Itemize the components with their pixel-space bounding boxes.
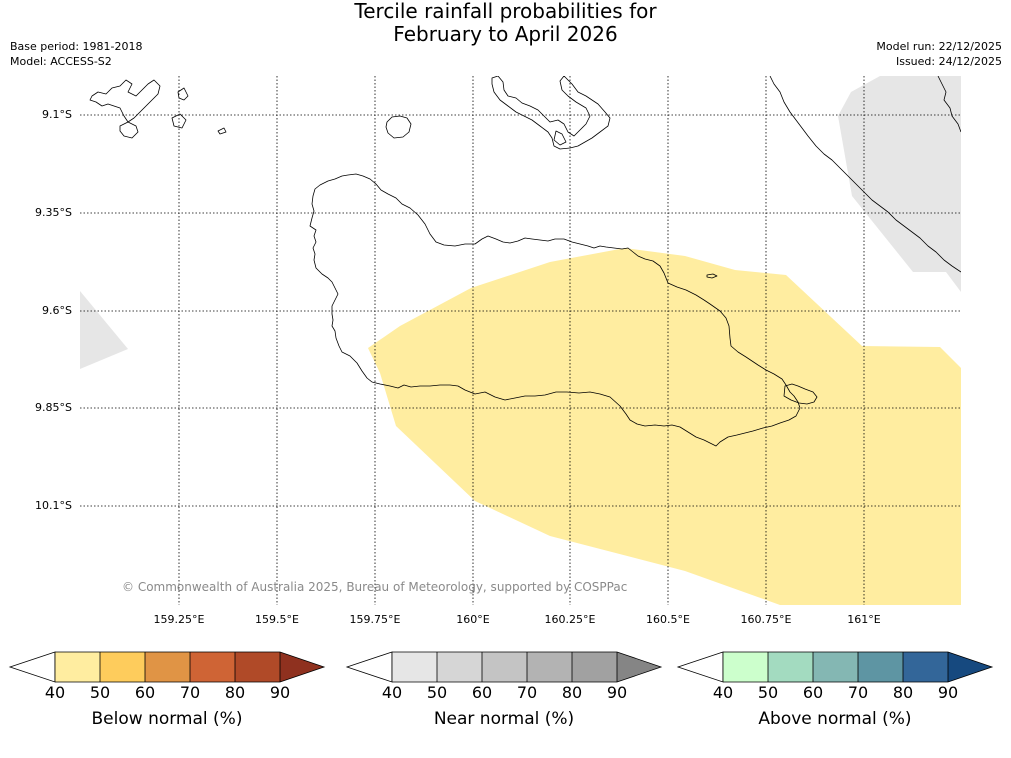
cbar-below-swatch-70-80 [190, 652, 235, 682]
cbar-above-swatch-70-80 [858, 652, 903, 682]
coastline-russell-islands [89, 79, 161, 123]
cbar-below-swatch-60-70 [145, 652, 190, 682]
islet-russell-3 [177, 87, 189, 101]
cbar-above-tick-90: 90 [937, 683, 959, 702]
lon-label-160-5: 160.5°E [646, 613, 690, 626]
cbar-near-tick-80: 80 [561, 683, 583, 702]
cbar-below-swatch-80-90 [235, 652, 280, 682]
colorbar-below-normal [8, 651, 326, 683]
cbar-below-arrow-high [280, 652, 324, 682]
cbar-above-arrow-high [948, 652, 992, 682]
coastline-malaita-north [937, 76, 961, 133]
cbar-above-tick-80: 80 [892, 683, 914, 702]
cbar-above-swatch-40-50 [723, 652, 768, 682]
issued-date: Issued: 24/12/2025 [895, 54, 1002, 68]
cbar-below-tick-40: 40 [44, 683, 66, 702]
cbar-below-tick-90: 90 [269, 683, 291, 702]
base-period: Base period: 1981-2018 [10, 40, 143, 53]
cbar-near-swatch-80-90 [572, 652, 617, 682]
map-canvas [80, 76, 961, 605]
cbar-below-tick-70: 70 [179, 683, 201, 702]
colorbar-above-normal [676, 651, 994, 683]
model-run: Model run: 22/12/2025 [876, 40, 1002, 53]
title-line-1: Tercile rainfall probabilities for [354, 0, 657, 23]
cbar-near-tick-70: 70 [516, 683, 538, 702]
lat-label-10-1: 10.1°S [35, 499, 72, 512]
title-line-2: February to April 2026 [393, 22, 618, 46]
cbar-near-arrow-high [617, 652, 661, 682]
coastline-florida-islands-inner [553, 130, 567, 146]
cbar-below-tick-50: 50 [89, 683, 111, 702]
islet-east [706, 273, 718, 279]
cbar-above-tick-70: 70 [847, 683, 869, 702]
lat-label-9-1: 9.1°S [42, 108, 72, 121]
cbar-above-tick-60: 60 [802, 683, 824, 702]
lat-label-9-85: 9.85°S [35, 401, 72, 414]
lon-label-159-75: 159.75°E [349, 613, 401, 626]
cbar-below-swatch-50-60 [100, 652, 145, 682]
cbar-above-swatch-50-60 [768, 652, 813, 682]
cbar-near-swatch-40-50 [392, 652, 437, 682]
meta-left: Base period: 1981-2018 Model: ACCESS-S2 [10, 40, 142, 69]
coastline-savo-island [385, 115, 412, 139]
cbar-near-swatch-60-70 [482, 652, 527, 682]
coastline-guadalcanal [309, 173, 801, 447]
lon-label-159-25: 159.25°E [153, 613, 205, 626]
cbar-near-tick-90: 90 [606, 683, 628, 702]
cbar-below-title: Below normal (%) [91, 709, 243, 729]
lat-label-9-35: 9.35°S [35, 206, 72, 219]
islet-russell-1 [171, 113, 187, 129]
near-normal-region-west [80, 291, 128, 369]
coastline-guadalcanal-east-islets [783, 383, 818, 405]
cbar-below-arrow-low [8, 651, 56, 683]
colorbar-near-normal [345, 651, 663, 683]
cbar-near-tick-50: 50 [426, 683, 448, 702]
cbar-below-tick-80: 80 [224, 683, 246, 702]
islet-russell-2 [217, 127, 227, 135]
lon-label-160-25: 160.25°E [544, 613, 596, 626]
copyright-notice: © Commonwealth of Australia 2025, Bureau… [122, 580, 628, 594]
graticule [80, 76, 961, 605]
cbar-above-tick-40: 40 [712, 683, 734, 702]
lon-label-160-75: 160.75°E [740, 613, 792, 626]
coastlines [89, 76, 961, 447]
coastline-florida-islands [491, 76, 611, 150]
cbar-near-tick-40: 40 [381, 683, 403, 702]
lon-label-160: 160°E [456, 613, 490, 626]
cbar-near-tick-60: 60 [471, 683, 493, 702]
cbar-near-swatch-50-60 [437, 652, 482, 682]
coastline-malaita [769, 76, 961, 273]
model-name: Model: ACCESS-S2 [10, 54, 112, 68]
cbar-above-arrow-low [676, 651, 724, 683]
near-normal-region-northeast [838, 76, 961, 292]
cbar-below-swatch-40-50 [55, 652, 100, 682]
cbar-above-tick-50: 50 [757, 683, 779, 702]
lat-label-9-6: 9.6°S [42, 304, 72, 317]
cbar-above-swatch-80-90 [903, 652, 948, 682]
cbar-above-swatch-60-70 [813, 652, 858, 682]
below-normal-region [368, 248, 961, 605]
cbar-near-title: Near normal (%) [433, 709, 575, 729]
lon-label-159-5: 159.5°E [255, 613, 299, 626]
lon-label-161: 161°E [847, 613, 881, 626]
near-normal-shading [80, 76, 961, 369]
coastline-russell-islands-south [119, 121, 139, 139]
cbar-near-swatch-70-80 [527, 652, 572, 682]
cbar-above-title: Above normal (%) [758, 709, 912, 729]
cbar-near-arrow-low [345, 651, 393, 683]
meta-right: Model run: 22/12/2025 Issued: 24/12/2025 [876, 40, 1002, 69]
cbar-below-tick-60: 60 [134, 683, 156, 702]
